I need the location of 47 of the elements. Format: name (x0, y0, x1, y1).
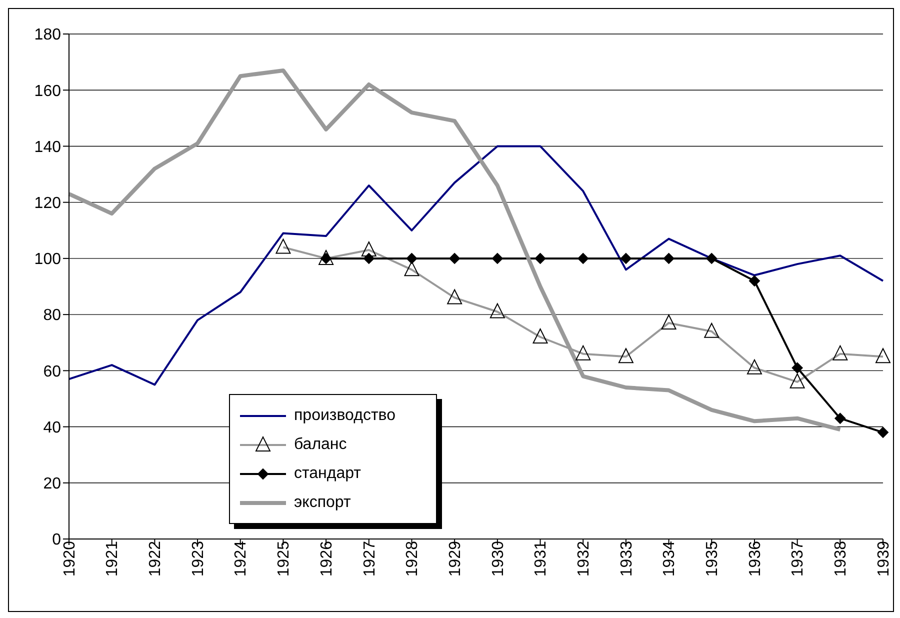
point (792, 362, 803, 374)
x-tick-label: 1927 (361, 540, 378, 577)
x-tick-label: 1926 (318, 540, 336, 577)
y-tick-label: 160 (34, 82, 62, 100)
point (620, 252, 632, 264)
point (706, 252, 718, 264)
legend-label: экспорт (294, 494, 351, 512)
x-tick-label: 1934 (661, 540, 678, 577)
x-tick-label: 1930 (490, 540, 507, 577)
x-tick-label: 1925 (276, 540, 293, 577)
x-tick-label: 1922 (147, 540, 164, 577)
x-tick-label: 1923 (190, 540, 207, 577)
y-tick-label: 80 (43, 307, 62, 324)
y-tick-label: 120 (34, 195, 62, 212)
x-tick-label: 1929 (446, 540, 464, 577)
x-tick-label: 1935 (704, 540, 721, 577)
legend-label: баланс (294, 436, 347, 454)
x-tick-label: 1936 (746, 540, 764, 577)
x-tick-label: 1933 (618, 540, 636, 577)
point (834, 412, 846, 424)
x-tick-label: 1928 (404, 540, 422, 577)
legend-label: производство (294, 406, 396, 424)
y-tick-label: 100 (34, 251, 62, 268)
x-tick-label: 1937 (790, 540, 807, 577)
y-tick-label: 20 (43, 476, 62, 493)
point (363, 252, 374, 264)
y-tick-label: 140 (34, 138, 62, 156)
x-tick-label: 1932 (575, 540, 592, 577)
point (406, 252, 418, 264)
y-tick-label: 60 (43, 363, 62, 380)
point (449, 252, 460, 264)
x-tick-label: 1939 (875, 540, 892, 577)
y-tick-label: 180 (34, 26, 62, 44)
x-tick-label: 1938 (832, 540, 850, 577)
legend-label: стандарт (294, 464, 361, 482)
x-tick-label: 1920 (61, 540, 78, 577)
x-tick-label: 1921 (104, 540, 122, 577)
point (748, 275, 760, 286)
point (534, 252, 546, 264)
point (492, 252, 503, 264)
y-tick-label: 0 (52, 532, 62, 549)
y-tick-label: 40 (43, 419, 62, 436)
x-tick-label: 1924 (232, 540, 250, 577)
point (878, 426, 888, 438)
point (663, 252, 674, 264)
point (578, 252, 589, 264)
x-tick-label: 1931 (532, 540, 550, 577)
